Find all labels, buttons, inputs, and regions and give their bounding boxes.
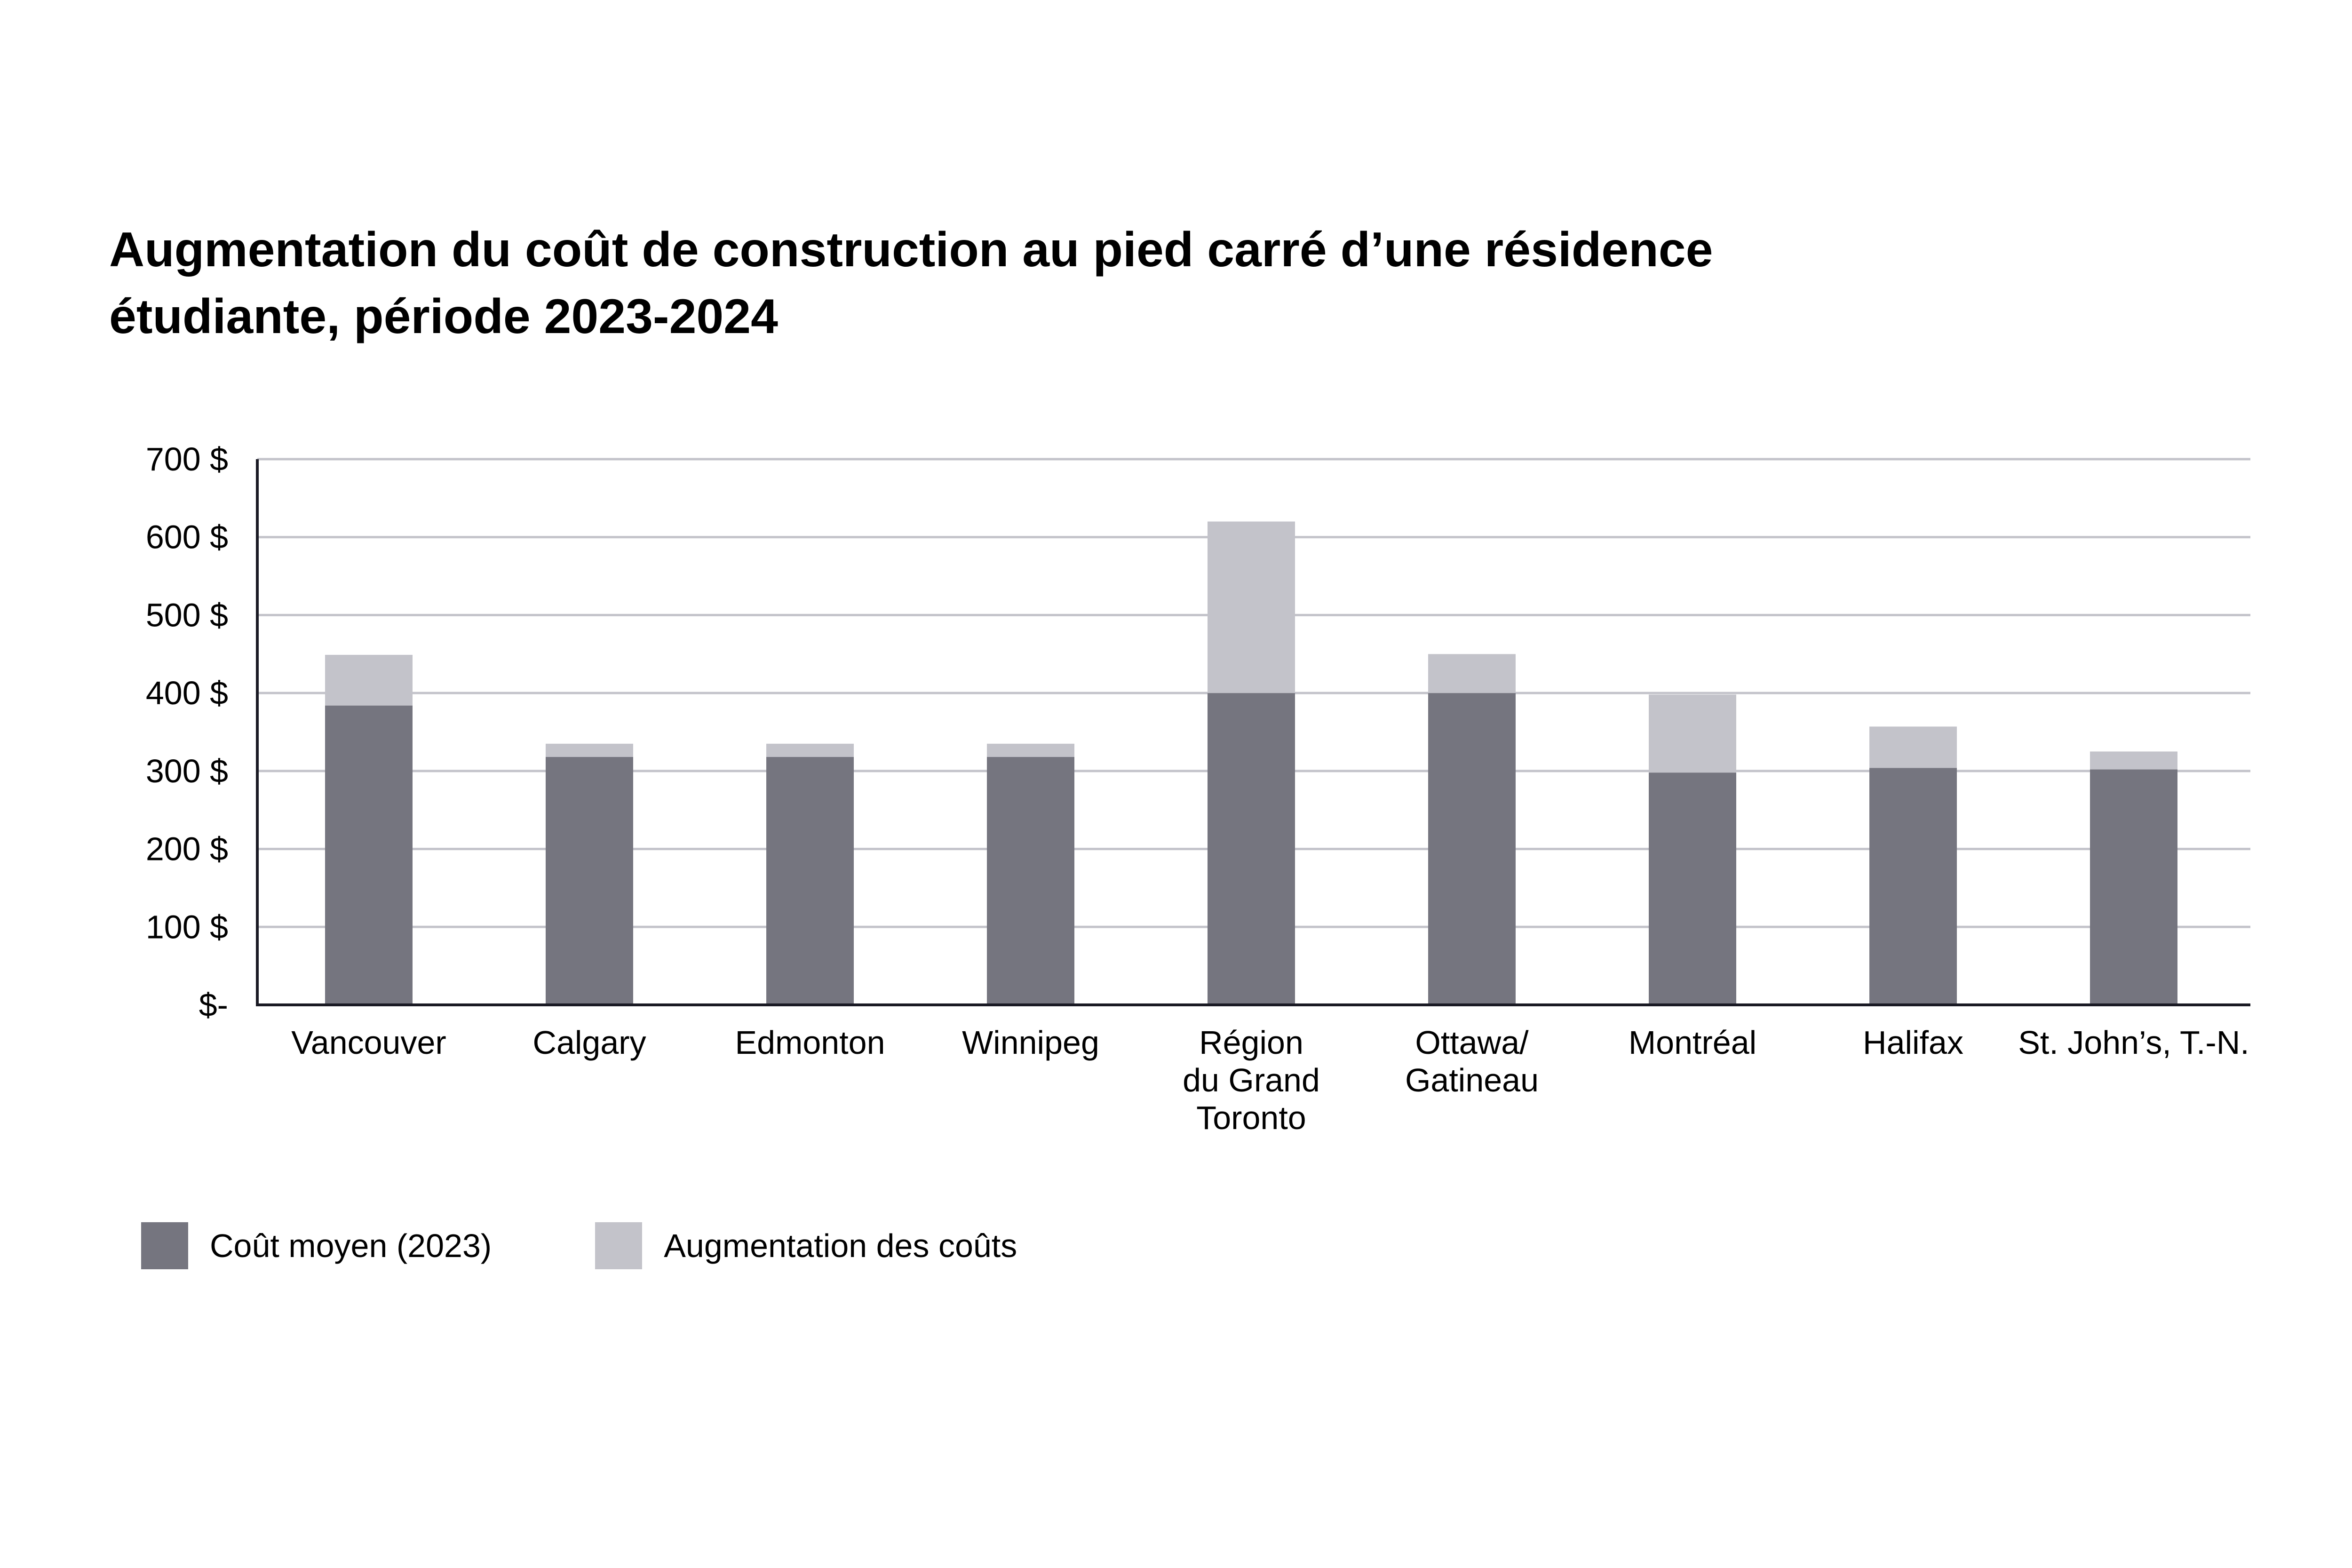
- x-tick-labels: Vancouver Calgary Edmonton Winnipeg Région du…: [291, 1024, 2249, 1136]
- bar-segment-increase: [546, 743, 633, 757]
- x-tick-label: Edmonton: [735, 1024, 885, 1061]
- x-tick-label-line: Région: [1199, 1024, 1303, 1061]
- bar-segment-increase: [987, 743, 1074, 757]
- x-tick-label-line: Halifax: [1863, 1024, 1963, 1061]
- bar-segment-increase: [1649, 694, 1736, 773]
- bar-segment-base: [546, 757, 633, 1005]
- bar-segment-base: [987, 757, 1074, 1005]
- x-tick-label: Montréal: [1629, 1024, 1756, 1061]
- bar-segment-base: [1869, 768, 1957, 1005]
- x-tick-label: Ottawa/Gatineau: [1405, 1024, 1539, 1098]
- y-tick-label: 200 $: [146, 831, 228, 868]
- bar-segment-increase: [2090, 751, 2177, 770]
- bar-segment-base: [766, 757, 854, 1005]
- legend-swatch-base: [141, 1222, 188, 1269]
- x-tick-label-line: Toronto: [1196, 1099, 1306, 1136]
- bar-segment-increase: [1208, 521, 1295, 693]
- y-tick-label: 100 $: [146, 908, 228, 945]
- y-tick-label: 400 $: [146, 675, 228, 711]
- bar-segment-base: [1428, 693, 1516, 1005]
- y-tick-label: $-: [199, 987, 228, 1023]
- legend-swatch-increase: [595, 1222, 643, 1269]
- bar-segment-base: [1649, 772, 1736, 1005]
- bar-segment-base: [2090, 769, 2177, 1005]
- bar-segment-increase: [766, 743, 854, 757]
- x-tick-label: Vancouver: [291, 1024, 446, 1061]
- x-tick-label-line: Ottawa/: [1415, 1024, 1529, 1061]
- axes: [256, 459, 2250, 1006]
- y-tick-label: 700 $: [146, 441, 228, 478]
- chart-title-line-2: étudiante, période 2023-2024: [109, 289, 778, 344]
- x-tick-label: Région du Grand Toronto: [1183, 1024, 1320, 1136]
- legend-item-increase: Augmentation des coûts: [595, 1222, 1017, 1269]
- y-tick-labels: $- 100 $ 200 $ 300 $ 400 $ 500 $ 600 $ 700 $: [146, 441, 228, 1023]
- bar-segment-increase: [1428, 654, 1516, 693]
- x-tick-label: St. John’s, T.-N.: [2018, 1024, 2249, 1061]
- y-tick-label: 600 $: [146, 519, 228, 556]
- y-tick-label: 500 $: [146, 597, 228, 633]
- x-tick-label-line: St. John’s, T.-N.: [2018, 1024, 2249, 1061]
- bars: [325, 521, 2177, 1005]
- x-tick-label-line: Montréal: [1629, 1024, 1756, 1061]
- y-tick-label: 300 $: [146, 753, 228, 789]
- legend-label-base: Coût moyen (2023): [210, 1227, 492, 1264]
- bar-segment-increase: [325, 654, 413, 706]
- chart-title: Augmentation du coût de construction au …: [109, 216, 1897, 350]
- bar-segment-increase: [1869, 726, 1957, 768]
- x-tick-label-line: Edmonton: [735, 1024, 885, 1061]
- x-tick-label: Calgary: [532, 1024, 646, 1061]
- x-tick-label: Halifax: [1863, 1024, 1963, 1061]
- bar-segment-base: [325, 705, 413, 1005]
- legend-label-increase: Augmentation des coûts: [664, 1227, 1017, 1264]
- legend-item-base: Coût moyen (2023): [141, 1222, 492, 1269]
- x-tick-label-line: Vancouver: [291, 1024, 446, 1061]
- x-tick-label-line: Winnipeg: [962, 1024, 1099, 1061]
- x-tick-label: Winnipeg: [962, 1024, 1099, 1061]
- chart-title-line-1: Augmentation du coût de construction au …: [109, 223, 1713, 277]
- bar-segment-base: [1208, 693, 1295, 1005]
- x-tick-label-line: Gatineau: [1405, 1062, 1539, 1098]
- x-tick-label-line: Calgary: [532, 1024, 646, 1061]
- x-tick-label-line: du Grand: [1183, 1062, 1320, 1098]
- legend: Coût moyen (2023) Augmentation des coûts: [141, 1222, 1120, 1269]
